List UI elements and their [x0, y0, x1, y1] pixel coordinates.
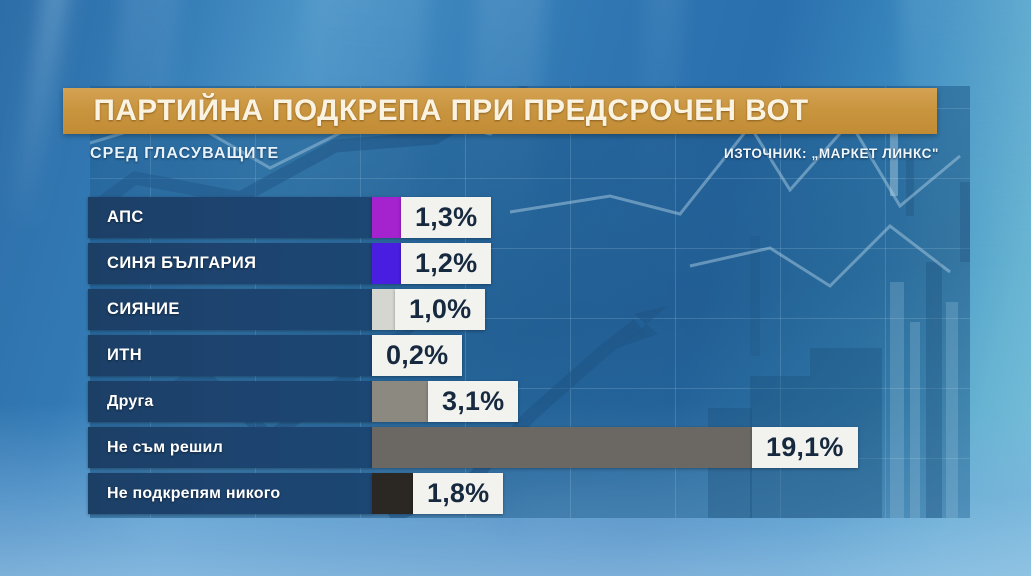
row-value-box: 19,1%: [752, 427, 858, 468]
row-bar-segment: [372, 427, 752, 468]
row-value-text: 0,2%: [386, 340, 449, 370]
row-value-text: 3,1%: [442, 386, 505, 416]
row-bar-segment: [372, 289, 395, 330]
table-row: Друга 3,1%: [88, 381, 968, 422]
subtitle: СРЕД ГЛАСУВАЩИТЕ: [90, 145, 280, 162]
row-label-text: ИТН: [107, 346, 143, 364]
table-row: СИНЯ БЪЛГАРИЯ 1,2%: [88, 243, 968, 284]
row-label-text: СИНЯ БЪЛГАРИЯ: [107, 254, 257, 272]
table-row: ИТН 0,2%: [88, 335, 968, 376]
row-value-box: 3,1%: [428, 381, 519, 422]
row-bar-segment: [372, 473, 413, 514]
row-label-text: АПС: [107, 208, 144, 226]
row-label-2: СИЯНИЕ: [88, 289, 372, 330]
row-label-5: Не съм решил: [88, 427, 372, 468]
row-label-text: Не подкрепям никого: [107, 484, 281, 502]
row-value-box: 1,2%: [401, 243, 492, 284]
row-value-box: 1,0%: [395, 289, 486, 330]
row-label-1: СИНЯ БЪЛГАРИЯ: [88, 243, 372, 284]
row-value-text: 19,1%: [766, 432, 844, 462]
row-label-6: Не подкрепям никого: [88, 473, 372, 514]
row-value-text: 1,3%: [415, 202, 478, 232]
row-label-0: АПС: [88, 197, 372, 238]
row-value-box: 1,8%: [413, 473, 504, 514]
row-value-box: 1,3%: [401, 197, 492, 238]
table-row: Не съм решил 19,1%: [88, 427, 968, 468]
source-credit: ИЗТОЧНИК: „МАРКЕТ ЛИНКС": [723, 146, 939, 161]
row-bar-segment: [372, 243, 401, 284]
row-label-text: Не съм решил: [107, 438, 223, 456]
table-row: СИЯНИЕ 1,0%: [88, 289, 968, 330]
row-label-4: Друга: [88, 381, 372, 422]
table-row: Не подкрепям никого 1,8%: [88, 473, 968, 514]
row-label-text: СИЯНИЕ: [107, 300, 180, 318]
headline-bar: ПАРТИЙНА ПОДКРЕПА ПРИ ПРЕДСРОЧЕН ВОТ: [63, 88, 937, 134]
row-label-text: Друга: [107, 392, 154, 410]
row-bar-segment: [372, 381, 428, 422]
row-label-3: ИТН: [88, 335, 372, 376]
row-value-text: 1,8%: [427, 478, 490, 508]
row-value-text: 1,2%: [415, 248, 478, 278]
table-row: АПС 1,3%: [88, 197, 968, 238]
row-bar-segment: [372, 197, 401, 238]
page-title: ПАРТИЙНА ПОДКРЕПА ПРИ ПРЕДСРОЧЕН ВОТ: [93, 94, 809, 127]
row-value-box: 0,2%: [372, 335, 463, 376]
row-value-text: 1,0%: [409, 294, 472, 324]
results-bar-list: АПС 1,3% СИНЯ БЪЛГАРИЯ 1,2% СИЯНИЕ 1,0% ИТН 0,2…: [88, 197, 968, 519]
